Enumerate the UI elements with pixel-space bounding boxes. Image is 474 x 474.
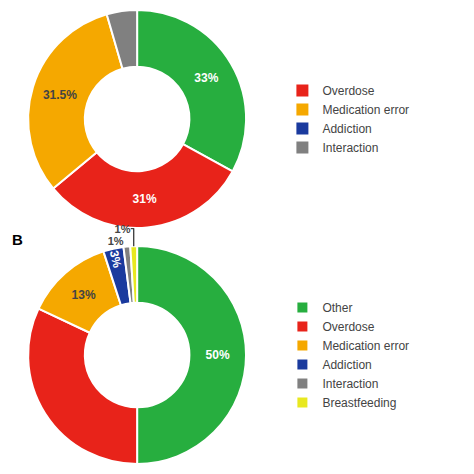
svg-text:Addiction: Addiction xyxy=(322,122,371,136)
svg-text:50%: 50% xyxy=(206,348,230,362)
svg-text:Interaction: Interaction xyxy=(322,141,378,155)
svg-text:Addiction: Addiction xyxy=(322,358,371,372)
svg-text:Overdose: Overdose xyxy=(322,84,374,98)
svg-text:1%: 1% xyxy=(115,223,131,235)
svg-text:31.5%: 31.5% xyxy=(43,88,77,102)
svg-text:Overdose: Overdose xyxy=(322,320,374,334)
svg-text:B: B xyxy=(12,231,23,248)
svg-text:Medication error: Medication error xyxy=(322,339,409,353)
svg-text:3%: 3% xyxy=(107,249,125,269)
svg-text:31%: 31% xyxy=(133,192,157,206)
svg-text:1%: 1% xyxy=(108,235,124,247)
svg-text:Other: Other xyxy=(322,301,352,315)
svg-text:13%: 13% xyxy=(72,288,96,302)
svg-text:Medication error: Medication error xyxy=(322,103,409,117)
svg-text:Interaction: Interaction xyxy=(322,377,378,391)
svg-text:Breastfeeding: Breastfeeding xyxy=(322,396,396,410)
svg-text:33%: 33% xyxy=(194,71,218,85)
